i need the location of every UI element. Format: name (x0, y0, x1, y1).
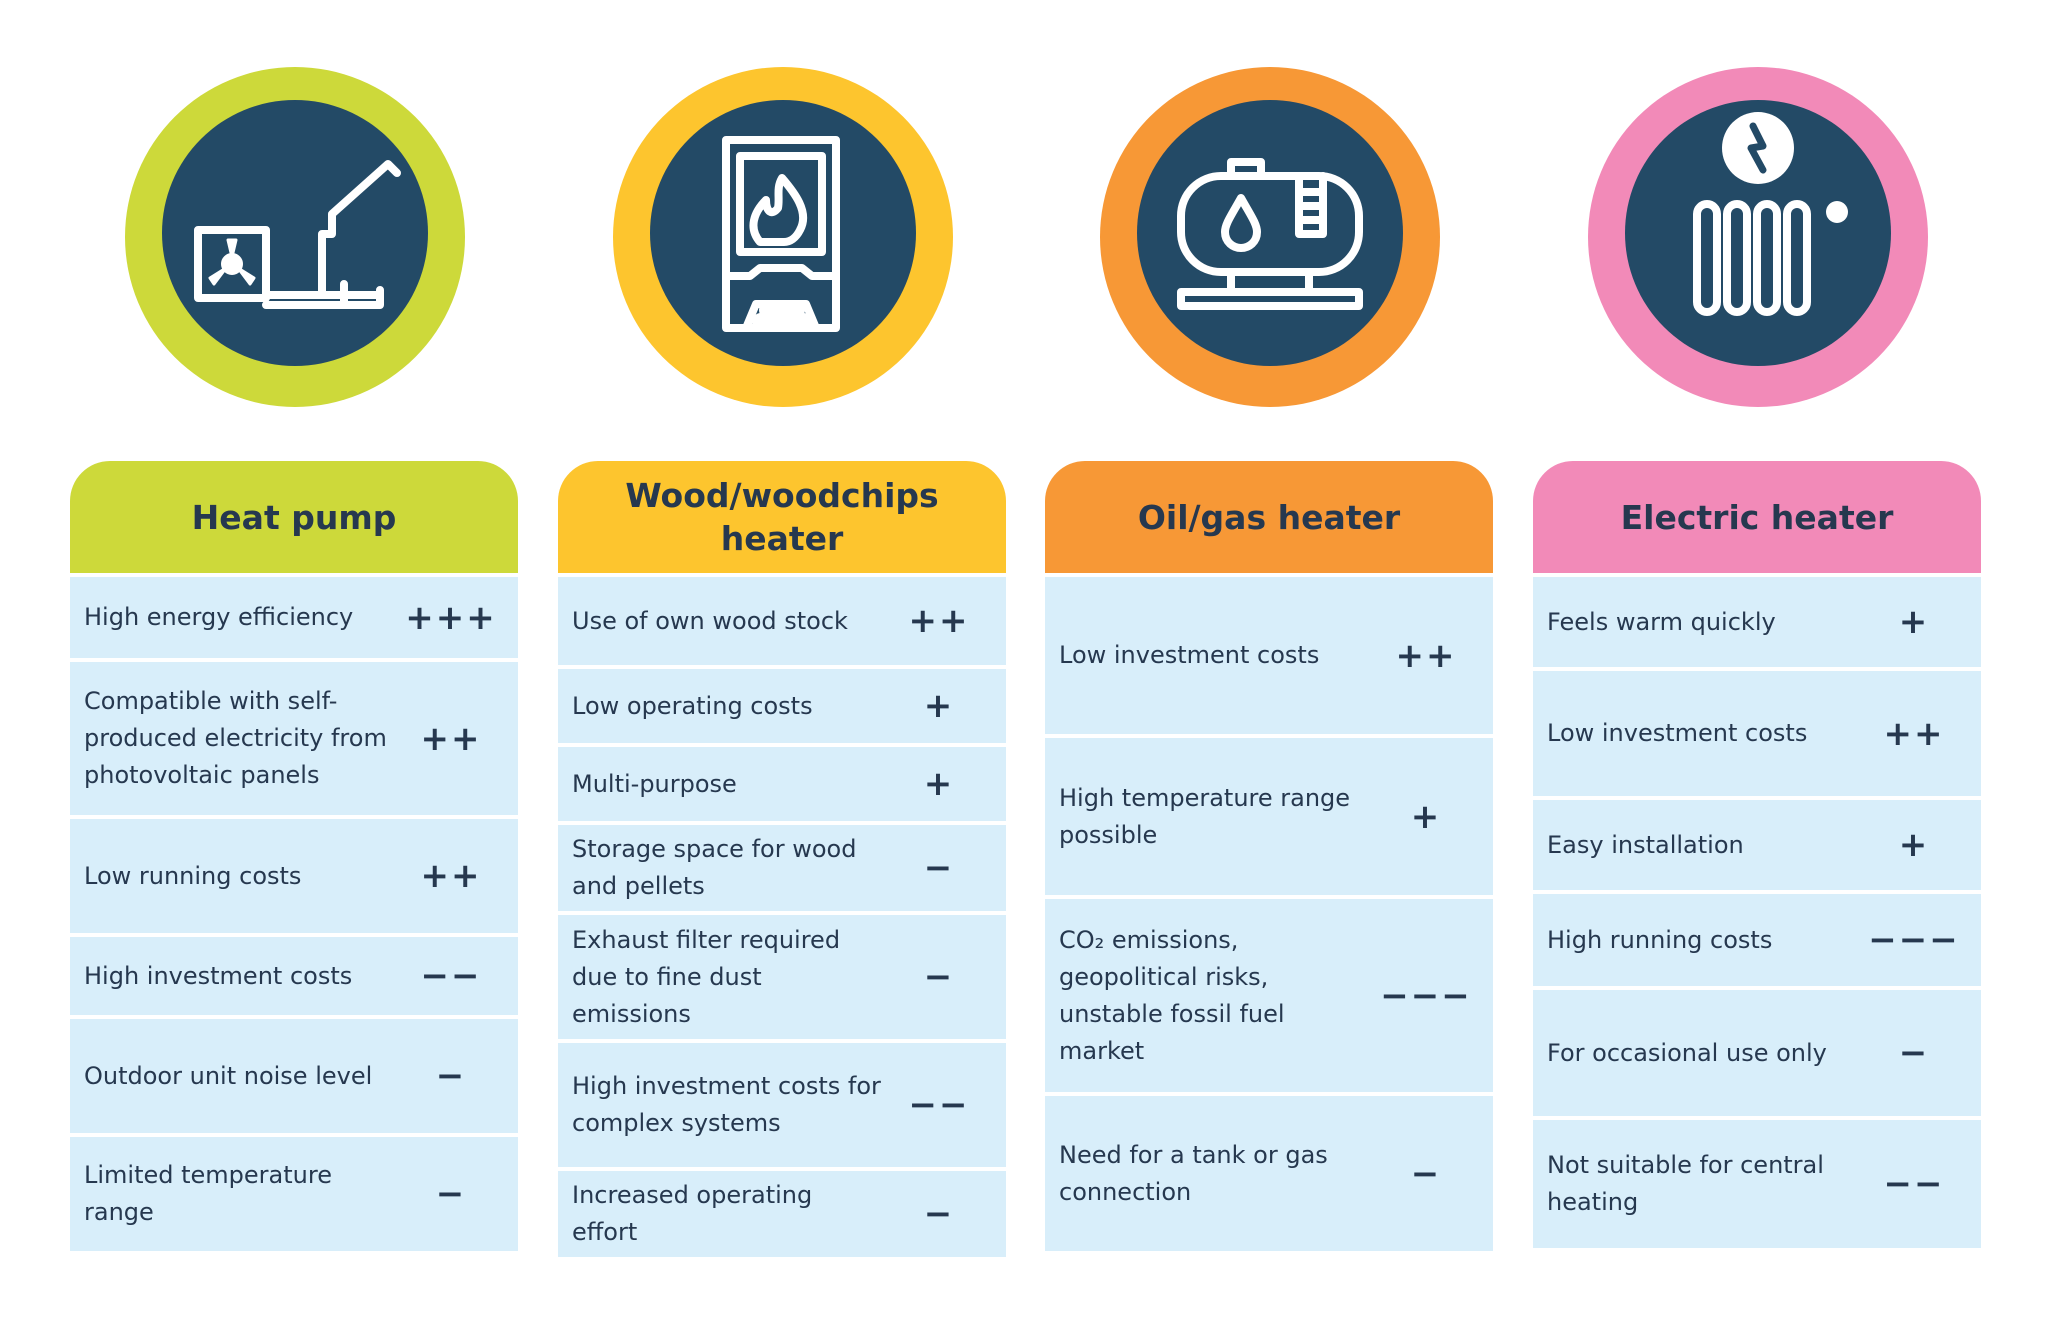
criteria-row: Use of own wood stock ++ (558, 577, 1006, 665)
criteria-row: For occasional use only − (1533, 990, 1981, 1116)
criteria-row: Limited temperature range − (70, 1137, 518, 1251)
rating-badge: −−− (1868, 920, 1960, 960)
rating-badge: ++ (420, 856, 482, 896)
criteria-label: Easy installation (1547, 830, 1744, 859)
rating-badge: − (1410, 1153, 1442, 1194)
rating-badge: −− (420, 956, 482, 996)
column-wood-heater: Wood/woodchips heater Use of own wood st… (558, 0, 1006, 1320)
criteria-row: High investment costs for complex system… (558, 1043, 1006, 1167)
rating-badge: − (923, 957, 955, 997)
rating-badge: − (923, 1194, 955, 1234)
criteria-label: Increased operating effort (572, 1181, 813, 1246)
criteria-row: High running costs −−− (1533, 894, 1981, 986)
column-header: Heat pump (70, 461, 518, 573)
criteria-row: Low investment costs ++ (1533, 671, 1981, 796)
rating-badge: − (923, 848, 955, 888)
criteria-row: Not suitable for central heating −− (1533, 1120, 1981, 1248)
criteria-label: Low investment costs (1059, 641, 1320, 669)
rating-badge: −−− (1380, 975, 1472, 1016)
column-electric-heater: Electric heater Feels warm quickly + Low… (1533, 0, 1981, 1320)
oil-tank-icon-ring (1100, 67, 1440, 407)
wood-stove-icon (650, 100, 916, 366)
rating-badge: ++ (1395, 635, 1457, 676)
criteria-label: Feels warm quickly (1547, 607, 1776, 636)
criteria-label: Low operating costs (572, 691, 813, 720)
rating-badge: − (435, 1174, 467, 1214)
criteria-list: Use of own wood stock ++ Low operating c… (558, 577, 1006, 1261)
criteria-row: Compatible with self-produced electricit… (70, 662, 518, 815)
criteria-label: Multi-purpose (572, 769, 737, 798)
criteria-row: High energy efficiency +++ (70, 577, 518, 658)
criteria-list: Low investment costs ++ High temperature… (1045, 577, 1493, 1255)
criteria-row: Low running costs ++ (70, 819, 518, 933)
oil-tank-icon (1137, 100, 1403, 366)
criteria-row: Low operating costs + (558, 669, 1006, 743)
criteria-label: Outdoor unit noise level (84, 1061, 373, 1090)
criteria-label: For occasional use only (1547, 1038, 1827, 1067)
criteria-label: High temperature range possible (1059, 783, 1351, 849)
heat-pump-icon (162, 100, 428, 366)
criteria-label: Need for a tank or gas connection (1059, 1140, 1328, 1206)
criteria-label: High investment costs for complex system… (572, 1072, 881, 1137)
criteria-list: Feels warm quickly + Low investment cost… (1533, 577, 1981, 1252)
criteria-row: Outdoor unit noise level − (70, 1019, 518, 1133)
criteria-label: High investment costs (84, 961, 353, 990)
criteria-row: Need for a tank or gas connection − (1045, 1096, 1493, 1251)
criteria-list: High energy efficiency +++ Compatible wi… (70, 577, 518, 1255)
criteria-label: Compatible with self-produced electricit… (84, 687, 387, 789)
criteria-label: CO₂ emissions, geopolitical risks, unsta… (1059, 925, 1285, 1065)
criteria-row: Low investment costs ++ (1045, 577, 1493, 734)
wood-stove-icon-ring (613, 67, 953, 407)
rating-badge: − (435, 1056, 467, 1096)
criteria-row: High temperature range possible + (1045, 738, 1493, 895)
rating-badge: − (1898, 1033, 1930, 1073)
rating-badge: + (923, 686, 955, 726)
rating-badge: +++ (405, 597, 497, 638)
rating-badge: −− (1883, 1164, 1945, 1204)
criteria-row: Feels warm quickly + (1533, 577, 1981, 667)
heat-pump-icon-ring (125, 67, 465, 407)
electric-radiator-icon (1625, 100, 1891, 366)
rating-badge: ++ (420, 718, 482, 759)
criteria-label: Exhaust filter required due to fine dust… (572, 925, 841, 1028)
column-oil-gas-heater: Oil/gas heater Low investment costs ++ H… (1045, 0, 1493, 1320)
criteria-label: Storage space for wood and pellets (572, 835, 857, 900)
criteria-label: Limited temperature range (84, 1161, 332, 1226)
rating-badge: + (1898, 602, 1930, 642)
criteria-label: High running costs (1547, 925, 1773, 954)
rating-badge: + (1898, 825, 1930, 865)
criteria-label: Use of own wood stock (572, 606, 848, 635)
rating-badge: + (1410, 796, 1442, 837)
column-header: Electric heater (1533, 461, 1981, 573)
rating-badge: −− (908, 1085, 970, 1125)
criteria-label: Low running costs (84, 861, 302, 890)
criteria-row: Multi-purpose + (558, 747, 1006, 821)
column-header: Wood/woodchips heater (558, 461, 1006, 573)
rating-badge: ++ (1883, 713, 1945, 754)
criteria-row: Easy installation + (1533, 800, 1981, 890)
electric-radiator-icon-ring (1588, 67, 1928, 407)
criteria-row: CO₂ emissions, geopolitical risks, unsta… (1045, 899, 1493, 1092)
criteria-row: High investment costs −− (70, 937, 518, 1015)
criteria-row: Exhaust filter required due to fine dust… (558, 915, 1006, 1039)
criteria-label: Not suitable for central heating (1547, 1151, 1824, 1216)
column-header: Oil/gas heater (1045, 461, 1493, 573)
rating-badge: + (923, 764, 955, 804)
criteria-label: High energy efficiency (84, 603, 354, 631)
criteria-row: Storage space for wood and pellets − (558, 825, 1006, 911)
criteria-row: Increased operating effort − (558, 1171, 1006, 1257)
criteria-label: Low investment costs (1547, 719, 1808, 747)
column-heat-pump: Heat pump High energy efficiency +++ Com… (70, 0, 518, 1320)
rating-badge: ++ (908, 601, 970, 641)
